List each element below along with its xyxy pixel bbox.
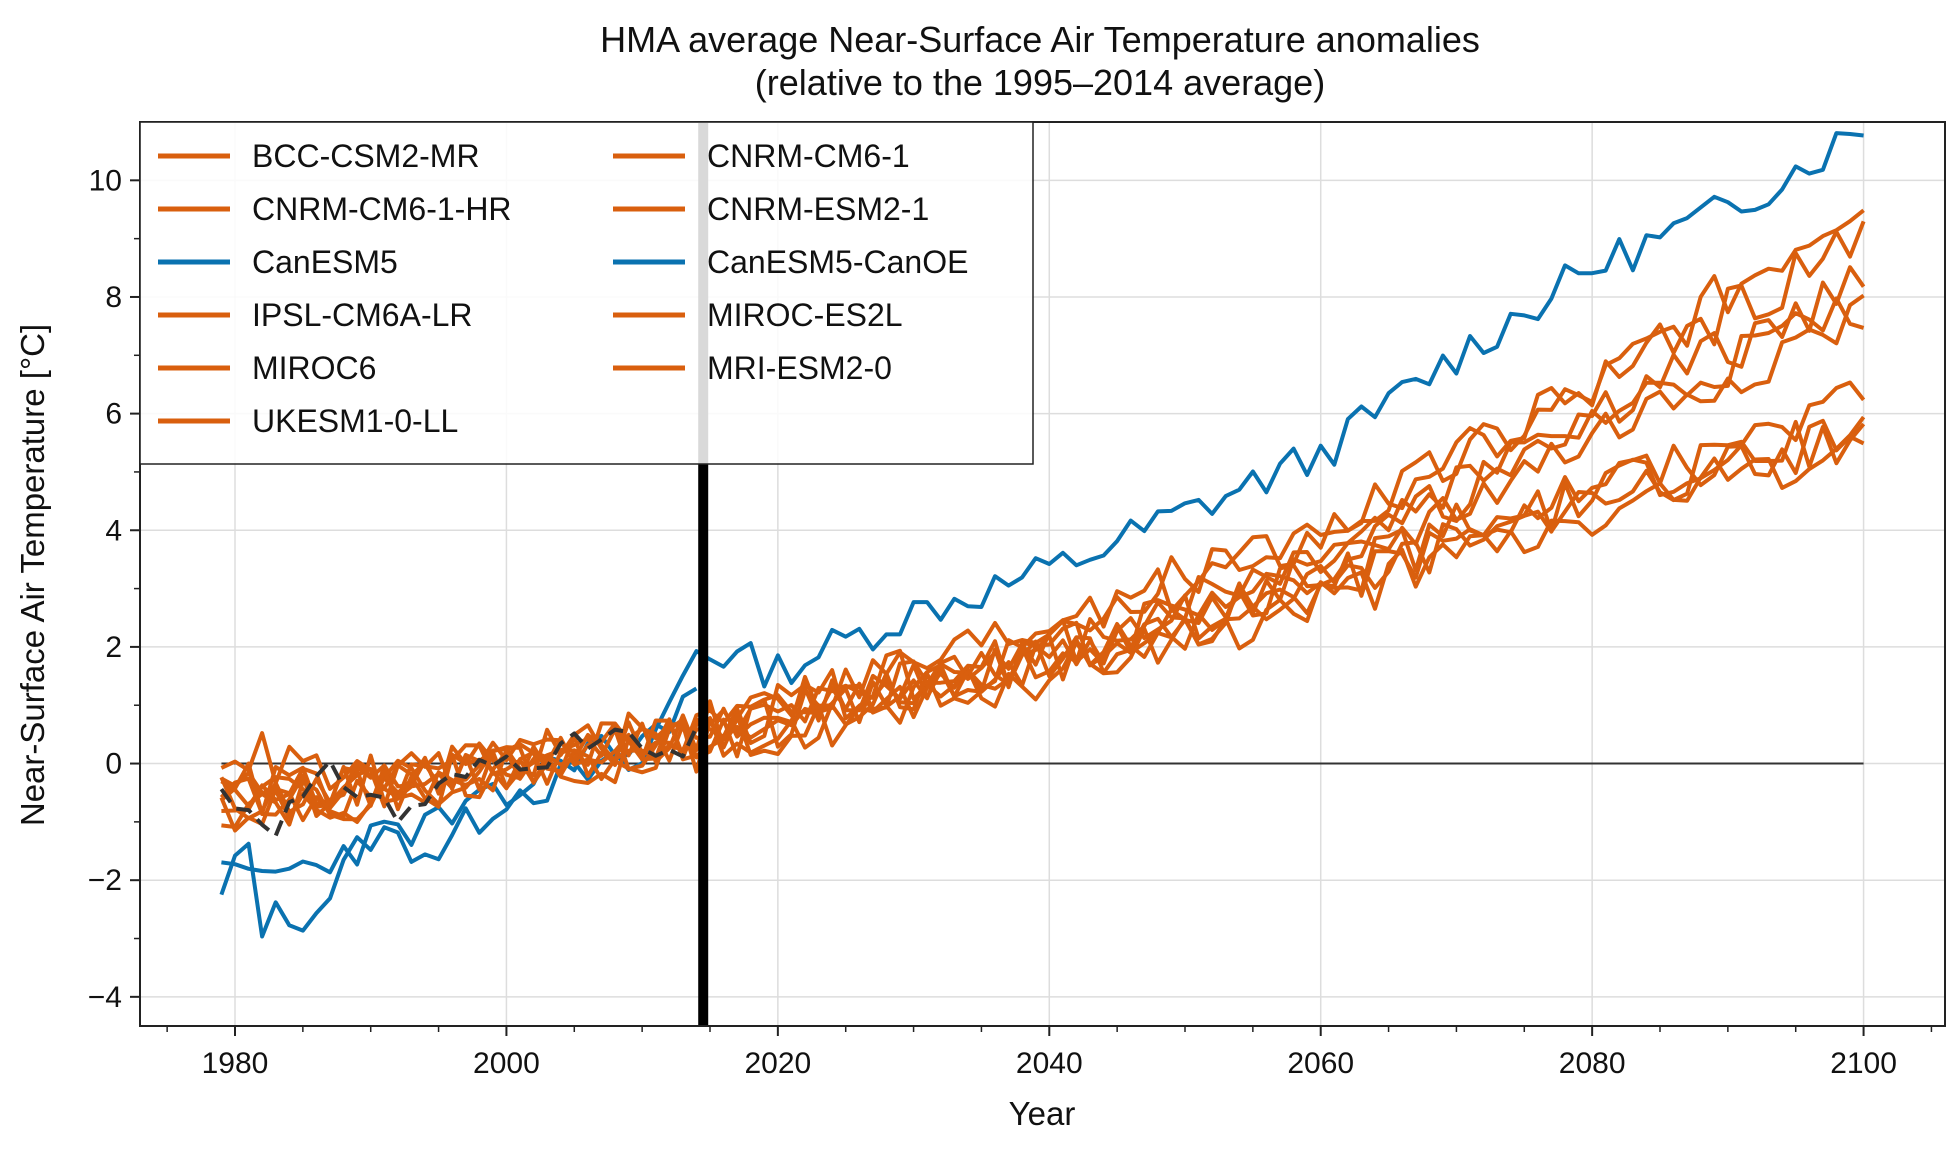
x-axis-label: Year [1009, 1095, 1076, 1132]
y-axis-label: Near-Surface Air Temperature [°C] [14, 324, 51, 826]
x-tick-label: 2100 [1830, 1047, 1897, 1080]
legend-label: CanESM5 [252, 244, 398, 280]
legend-label: CNRM-CM6-1 [707, 138, 910, 174]
x-tick-label: 1980 [202, 1047, 269, 1080]
series-line-canesm5 [219, 131, 1864, 939]
series-line-miroc-es2l [220, 380, 1866, 824]
legend-label: CNRM-ESM2-1 [707, 191, 929, 227]
y-tick-label: −4 [88, 981, 122, 1014]
chart-title: HMA average Near-Surface Air Temperature… [600, 19, 1480, 60]
legend-label: UKESM1-0-LL [252, 403, 458, 439]
legend-label: CanESM5-CanOE [707, 244, 968, 280]
y-tick-label: 10 [89, 164, 122, 197]
legend-box [139, 121, 1034, 465]
legend: BCC-CSM2-MR CNRM-CM6-1-HR CanESM5 IPSL-CM6A… [139, 121, 1034, 465]
y-tick-label: 6 [105, 398, 122, 431]
series-line-cnrm-esm2-1 [221, 293, 1865, 829]
x-tick-label: 2040 [1016, 1047, 1083, 1080]
x-tick-label: 2020 [744, 1047, 811, 1080]
y-tick-label: 4 [105, 514, 122, 547]
legend-label: MRI-ESM2-0 [707, 350, 892, 386]
plot-frame [139, 121, 1946, 1027]
legend-label: IPSL-CM6A-LR [252, 297, 473, 333]
x-tick-label: 2060 [1287, 1047, 1354, 1080]
series-line-observations [219, 726, 699, 838]
x-tick-label: 2080 [1559, 1047, 1626, 1080]
series-lines [219, 131, 1866, 939]
chart-subtitle: (relative to the 1995–2014 average) [755, 62, 1325, 103]
axis-ticks: 1980 2000 2020 2040 2060 2080 2100 −4 −2 0 2 4 6 8 10 [88, 164, 1933, 1080]
x-tick-label: 2000 [473, 1047, 540, 1080]
series-line-mri-esm2-0 [220, 418, 1865, 809]
legend-label: CNRM-CM6-1-HR [252, 191, 512, 227]
y-tick-label: 0 [105, 748, 122, 781]
legend-label: BCC-CSM2-MR [252, 138, 480, 174]
legend-label: MIROC-ES2L [707, 297, 903, 333]
legend-label: MIROC6 [252, 350, 376, 386]
y-tick-label: 8 [105, 281, 122, 314]
y-tick-label: 2 [105, 631, 122, 664]
y-tick-label: −2 [88, 864, 122, 897]
